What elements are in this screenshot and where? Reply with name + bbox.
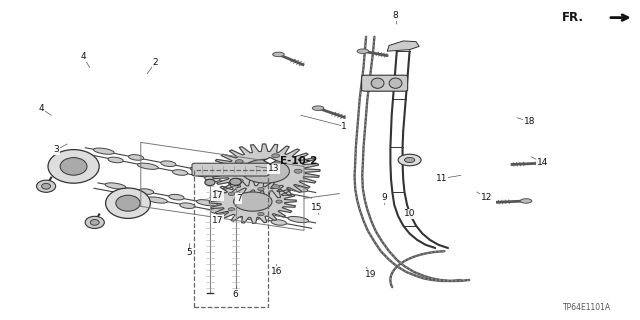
Text: 15: 15	[311, 203, 323, 212]
Circle shape	[258, 188, 264, 191]
Ellipse shape	[161, 161, 176, 166]
Circle shape	[228, 208, 235, 211]
Ellipse shape	[371, 78, 384, 88]
Ellipse shape	[196, 200, 218, 206]
Polygon shape	[387, 41, 419, 51]
Ellipse shape	[225, 173, 241, 179]
Ellipse shape	[90, 220, 99, 225]
Text: 3: 3	[54, 145, 59, 154]
Ellipse shape	[269, 188, 284, 194]
Text: 2: 2	[153, 58, 158, 67]
Ellipse shape	[36, 180, 56, 192]
Ellipse shape	[138, 189, 154, 194]
Ellipse shape	[93, 148, 114, 154]
Ellipse shape	[260, 211, 275, 217]
Ellipse shape	[42, 183, 51, 189]
Text: 17: 17	[212, 216, 223, 225]
Text: 9: 9	[381, 193, 387, 202]
Polygon shape	[264, 157, 276, 164]
Circle shape	[236, 160, 243, 164]
Ellipse shape	[234, 182, 255, 188]
Ellipse shape	[147, 197, 168, 203]
Ellipse shape	[312, 106, 324, 110]
Circle shape	[272, 154, 280, 158]
Circle shape	[276, 200, 282, 203]
Circle shape	[242, 159, 289, 183]
Ellipse shape	[271, 220, 287, 225]
Ellipse shape	[108, 157, 123, 163]
Text: 12: 12	[481, 193, 492, 202]
Ellipse shape	[273, 52, 284, 57]
Ellipse shape	[287, 186, 308, 192]
Text: 5: 5	[186, 248, 191, 257]
Text: TP64E1101A: TP64E1101A	[563, 303, 611, 312]
Text: 1: 1	[342, 122, 347, 131]
Circle shape	[234, 192, 272, 211]
Ellipse shape	[138, 163, 158, 169]
Circle shape	[294, 169, 302, 173]
Ellipse shape	[48, 149, 99, 183]
Ellipse shape	[85, 216, 104, 228]
Text: 16: 16	[271, 267, 282, 276]
Text: 6: 6	[233, 290, 238, 299]
FancyBboxPatch shape	[192, 163, 269, 176]
Text: 8: 8	[393, 12, 398, 20]
Ellipse shape	[357, 49, 369, 53]
Ellipse shape	[105, 183, 126, 189]
Ellipse shape	[60, 157, 87, 175]
Polygon shape	[209, 180, 296, 223]
Circle shape	[404, 157, 415, 163]
Text: 10: 10	[404, 209, 415, 218]
Text: 19: 19	[365, 270, 377, 279]
Text: 7: 7	[236, 194, 241, 203]
Text: 13: 13	[268, 164, 280, 173]
Text: FR.: FR.	[562, 11, 584, 24]
Circle shape	[228, 192, 235, 196]
FancyBboxPatch shape	[362, 75, 408, 91]
Ellipse shape	[116, 195, 140, 211]
Ellipse shape	[205, 176, 220, 181]
Ellipse shape	[211, 208, 225, 214]
Ellipse shape	[230, 205, 245, 211]
Circle shape	[398, 154, 421, 166]
Ellipse shape	[205, 179, 215, 186]
Text: 4: 4	[81, 52, 86, 61]
Ellipse shape	[129, 155, 144, 160]
Text: 11: 11	[436, 174, 447, 183]
Ellipse shape	[238, 214, 259, 220]
Circle shape	[258, 212, 264, 216]
Text: 4: 4	[39, 104, 44, 113]
Ellipse shape	[389, 78, 402, 88]
Ellipse shape	[520, 199, 532, 203]
Ellipse shape	[106, 188, 150, 218]
Ellipse shape	[180, 203, 195, 208]
Text: E-10-2: E-10-2	[280, 156, 317, 166]
Ellipse shape	[119, 192, 134, 197]
Polygon shape	[211, 144, 320, 198]
Circle shape	[236, 179, 243, 183]
Ellipse shape	[288, 216, 308, 223]
Text: 17: 17	[212, 191, 223, 200]
Text: 14: 14	[537, 158, 548, 167]
Ellipse shape	[230, 178, 241, 185]
Ellipse shape	[169, 194, 184, 200]
Text: 18: 18	[524, 117, 536, 126]
Ellipse shape	[190, 167, 211, 173]
Ellipse shape	[535, 161, 547, 165]
Ellipse shape	[257, 180, 273, 185]
Circle shape	[272, 185, 280, 189]
Ellipse shape	[172, 170, 188, 175]
